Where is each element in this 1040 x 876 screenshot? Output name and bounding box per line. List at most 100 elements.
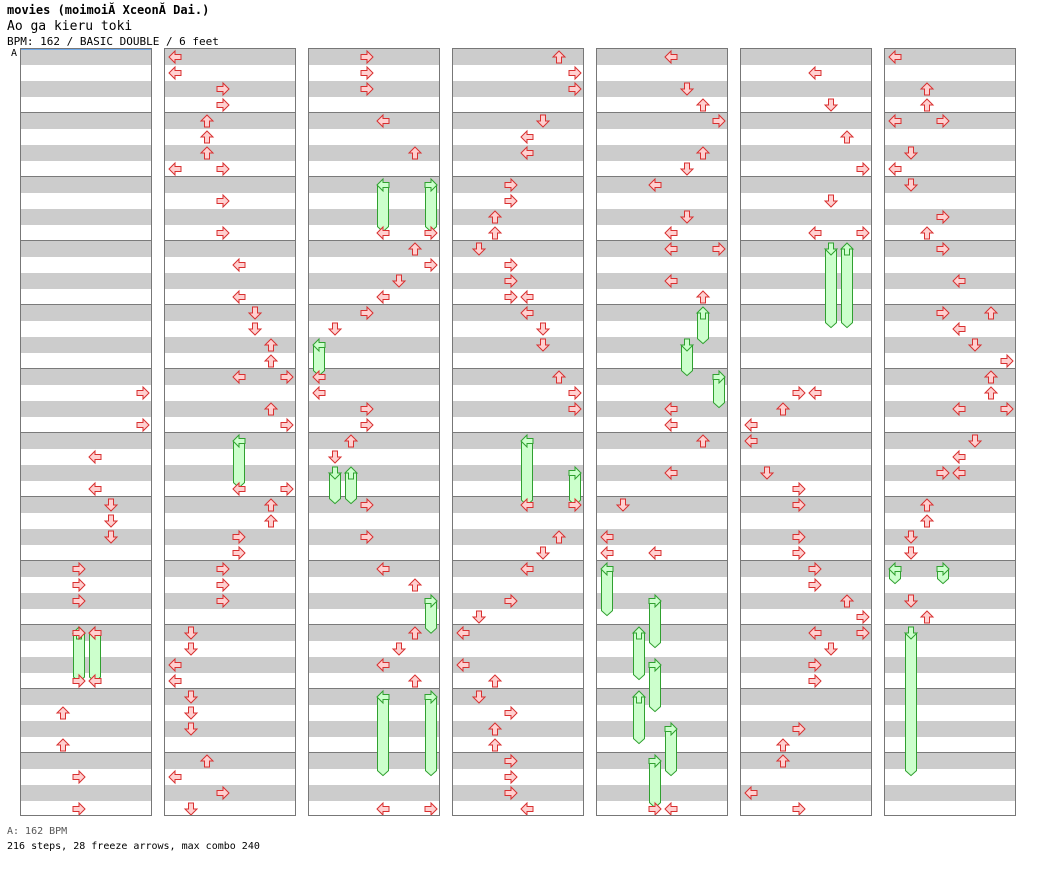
step-arrow-right xyxy=(648,593,662,609)
step-arrow-down xyxy=(535,338,551,352)
step-arrow-right xyxy=(568,465,582,481)
measure-line xyxy=(165,432,295,433)
measure-line xyxy=(453,368,583,369)
step-arrow-right xyxy=(936,241,950,257)
measure-line xyxy=(165,752,295,753)
step-arrow-right xyxy=(712,369,726,385)
step-arrow-up xyxy=(487,738,503,752)
step-arrow-left xyxy=(520,561,534,577)
step-arrow-down xyxy=(823,242,839,256)
step-arrow-down xyxy=(103,514,119,528)
step-arrow-left xyxy=(232,289,246,305)
step-arrow-right xyxy=(72,801,86,815)
step-arrow-up xyxy=(775,738,791,752)
step-arrow-right xyxy=(280,481,294,497)
step-arrow-right xyxy=(936,209,950,225)
step-arrow-right xyxy=(280,369,294,385)
step-arrow-left xyxy=(520,801,534,815)
step-arrow-left xyxy=(232,481,246,497)
measure-line xyxy=(741,112,871,113)
step-arrow-right xyxy=(216,161,230,177)
step-arrow-left xyxy=(600,529,614,545)
measure-line xyxy=(453,624,583,625)
step-arrow-right xyxy=(648,657,662,673)
step-arrow-up xyxy=(551,530,567,544)
step-arrow-down xyxy=(247,306,263,320)
step-arrow-down xyxy=(967,338,983,352)
measure-line xyxy=(165,560,295,561)
chart-column-6 xyxy=(740,48,872,816)
step-arrow-left xyxy=(376,561,390,577)
measure-line xyxy=(21,112,151,113)
step-arrow-left xyxy=(664,273,678,289)
step-arrow-left xyxy=(376,177,390,193)
measure-line xyxy=(21,432,151,433)
measure-line xyxy=(741,688,871,689)
chart-column-2 xyxy=(164,48,296,816)
step-arrow-left xyxy=(888,49,902,65)
chart-column-3 xyxy=(308,48,440,816)
step-arrow-right xyxy=(360,305,374,321)
step-arrow-down xyxy=(823,98,839,112)
step-arrow-right xyxy=(72,577,86,593)
step-arrow-left xyxy=(664,225,678,241)
step-arrow-right xyxy=(504,785,518,801)
step-arrow-up xyxy=(919,514,935,528)
step-arrow-right xyxy=(232,545,246,561)
step-arrow-up xyxy=(919,226,935,240)
measure-line xyxy=(165,176,295,177)
step-arrow-left xyxy=(520,289,534,305)
step-arrow-left xyxy=(376,689,390,705)
step-arrow-left xyxy=(952,321,966,337)
step-arrow-right xyxy=(792,721,806,737)
step-arrow-left xyxy=(376,225,390,241)
freeze-tail xyxy=(825,248,837,329)
step-arrow-right xyxy=(216,81,230,97)
step-arrow-up xyxy=(199,130,215,144)
step-arrow-down xyxy=(823,194,839,208)
step-arrow-right xyxy=(216,577,230,593)
step-arrow-up xyxy=(199,146,215,160)
chart-column-4 xyxy=(452,48,584,816)
step-arrow-up xyxy=(407,146,423,160)
step-arrow-up xyxy=(55,706,71,720)
measure-line xyxy=(453,688,583,689)
freeze-tail xyxy=(377,696,389,777)
measure-line xyxy=(597,112,727,113)
step-arrow-down xyxy=(183,706,199,720)
step-arrow-down xyxy=(471,690,487,704)
measure-line xyxy=(165,368,295,369)
step-arrow-left xyxy=(168,161,182,177)
step-arrow-down xyxy=(903,530,919,544)
step-arrow-right xyxy=(504,289,518,305)
step-arrow-right xyxy=(232,529,246,545)
step-arrow-up xyxy=(487,674,503,688)
step-arrow-right xyxy=(216,593,230,609)
measure-line xyxy=(21,688,151,689)
measure-line xyxy=(741,368,871,369)
step-arrow-left xyxy=(520,145,534,161)
step-arrow-left xyxy=(456,625,470,641)
measure-line xyxy=(597,688,727,689)
step-arrow-up xyxy=(695,146,711,160)
measure-line xyxy=(885,560,1015,561)
step-arrow-up xyxy=(631,690,647,704)
measure-line xyxy=(309,176,439,177)
measure-line xyxy=(165,112,295,113)
step-arrow-right xyxy=(424,225,438,241)
step-arrow-left xyxy=(168,65,182,81)
step-arrow-down xyxy=(247,322,263,336)
measure-line xyxy=(21,560,151,561)
step-arrow-up xyxy=(263,354,279,368)
step-arrow-left xyxy=(664,401,678,417)
step-arrow-down xyxy=(183,722,199,736)
step-arrow-left xyxy=(232,433,246,449)
step-arrow-right xyxy=(72,769,86,785)
measure-line xyxy=(309,496,439,497)
step-arrow-right xyxy=(648,753,662,769)
step-arrow-up xyxy=(343,466,359,480)
step-arrow-right xyxy=(792,481,806,497)
measure-line xyxy=(21,752,151,753)
step-arrow-up xyxy=(919,98,935,112)
step-arrow-right xyxy=(360,81,374,97)
